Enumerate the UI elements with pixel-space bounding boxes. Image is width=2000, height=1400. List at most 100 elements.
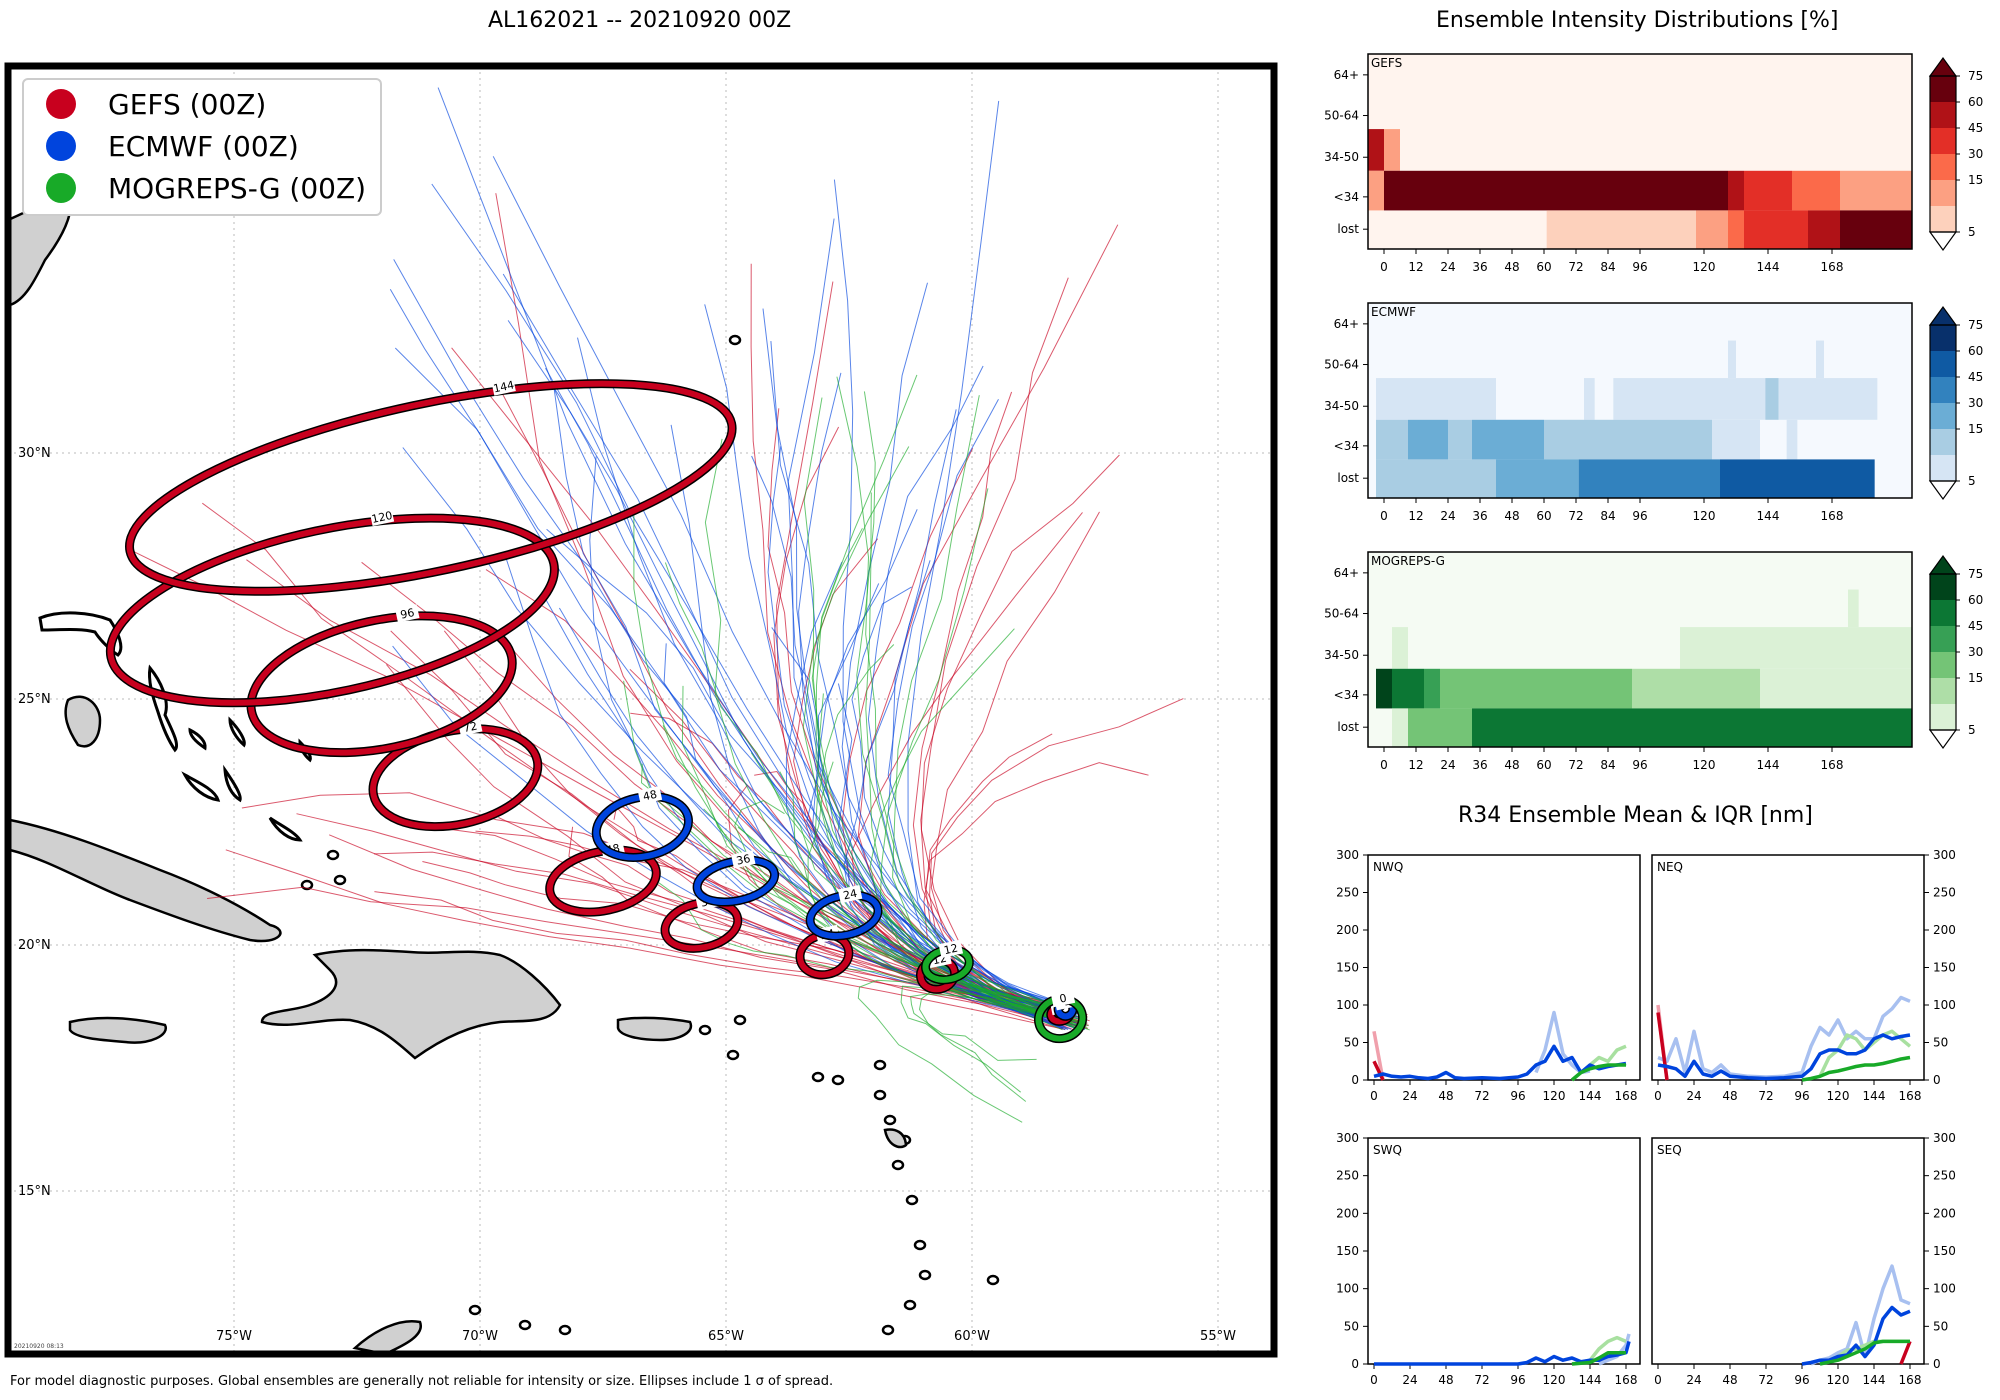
colorbar-tick-label: 75: [1968, 318, 1983, 332]
small-island: [726, 1049, 740, 1061]
heatmap-cell: [1728, 210, 1744, 249]
south-landmass: [352, 1319, 422, 1354]
r34-mogreps-g-mean: [1570, 1063, 1626, 1082]
heatmap-cell: [1792, 170, 1840, 211]
r34-title: R34 Ensemble Mean & IQR [nm]: [1458, 803, 1813, 828]
x-tick-label: 0: [1380, 260, 1388, 274]
colorbar-tick-label: 15: [1968, 422, 1983, 436]
footnote: For model diagnostic purposes. Global en…: [10, 1374, 834, 1389]
r34-quadrant-label: SWQ: [1373, 1143, 1402, 1157]
colorbar-tick-label: 30: [1968, 147, 1983, 161]
x-tick-label: 12: [1408, 260, 1423, 274]
small-island: [300, 879, 314, 891]
x-tick-label: 36: [1472, 509, 1487, 523]
track-gefs: [727, 785, 1063, 1030]
puerto-rico-landmass: [616, 1016, 693, 1042]
track-mogreps-g: [910, 993, 1070, 1061]
y-tick-label: 50-64: [1324, 358, 1359, 372]
small-island: [811, 1071, 825, 1083]
x-tick-label: 48: [1722, 1373, 1737, 1387]
track-ecmwf: [394, 347, 1086, 1011]
heatmap-cell: [1744, 210, 1808, 249]
x-tick-label: 144: [1863, 1373, 1886, 1387]
heatmap-cell: [1786, 419, 1798, 460]
heatmap-cell: [1384, 129, 1400, 171]
heatmap-cell: [1424, 668, 1440, 709]
x-tick-label: 168: [1899, 1089, 1922, 1103]
bahamas-island: [188, 727, 207, 751]
track-mogreps-g: [856, 391, 1064, 1021]
x-tick-label: 144: [1757, 758, 1780, 772]
x-tick-label: 48: [1438, 1373, 1453, 1387]
map-content: 01224364872961201440243648012: [8, 66, 1274, 1354]
lat-label: 15°N: [18, 1184, 51, 1199]
heatmap-cell: [1440, 708, 1472, 747]
y-tick-label: 250: [1933, 1169, 1956, 1183]
lon-label: 75°W: [216, 1329, 252, 1344]
y-tick-label: 0: [1351, 1073, 1359, 1087]
bahamas-island: [228, 716, 246, 748]
y-tick-label: 150: [1933, 961, 1956, 975]
x-tick-label: 0: [1654, 1089, 1662, 1103]
y-tick-label: <34: [1334, 439, 1359, 453]
x-tick-label: 96: [1510, 1089, 1525, 1103]
ellipse-ecmwf-24: 24: [805, 884, 883, 941]
ellipse-label: 96: [399, 606, 415, 622]
x-tick-label: 96: [1794, 1373, 1809, 1387]
colorbar-segment: [1930, 403, 1956, 429]
y-tick-label: 150: [1933, 1244, 1956, 1258]
ellipse-ring: [107, 515, 558, 706]
track-mogreps-g: [811, 528, 1081, 1021]
y-tick-label: 50-64: [1324, 109, 1359, 123]
y-tick-label: 50: [1933, 1036, 1948, 1050]
x-tick-label: 0: [1370, 1089, 1378, 1103]
heatmap-cell: [1544, 419, 1616, 460]
bahamas-island: [223, 764, 242, 803]
heatmap-cell: [1376, 419, 1408, 460]
ellipse-label-bg: [369, 507, 395, 527]
small-island: [986, 1274, 1000, 1286]
r34-mogreps-g-mean: [1819, 1339, 1910, 1366]
y-tick-label: 34-50: [1324, 150, 1359, 164]
r34-gefs-iqr: [1372, 1030, 1385, 1081]
r34-panel-seq: SEQ 0 50 100 150 200 250 300 0 24 48 72 96 120 144 168: [1651, 1131, 1956, 1387]
track-mogreps-g: [750, 752, 1069, 1025]
ellipse-ring: [662, 899, 741, 952]
heatmap-ecmwf: ECMWF 64+ 50-64 34-50 <34 lost 0 12 24 36 48 60 72 84…: [1324, 302, 1983, 523]
r34-ecmwf-mean: [1373, 1044, 1627, 1081]
track-gefs: [920, 454, 1120, 1015]
x-tick-label: 72: [1568, 509, 1583, 523]
x-tick-label: 144: [1579, 1373, 1602, 1387]
small-island: [326, 849, 340, 861]
heatmap-cell: [1408, 419, 1448, 460]
x-tick-label: 84: [1600, 509, 1615, 523]
r34-gefs-mean: [1656, 1012, 1669, 1081]
ellipse-label: 12: [943, 942, 959, 958]
bahamas-island: [148, 664, 179, 753]
small-island: [883, 1114, 897, 1126]
x-tick-label: 24: [1440, 260, 1455, 274]
x-tick-label: 120: [1693, 758, 1716, 772]
colorbar-tick-label: 30: [1968, 396, 1983, 410]
track-ecmwf: [907, 100, 1071, 1027]
small-island: [918, 1269, 932, 1281]
lon-label: 60°W: [954, 1329, 990, 1344]
y-tick-label: 250: [1933, 886, 1956, 900]
legend-item-ecmwf: ECMWF (00Z): [24, 126, 299, 166]
small-island: [558, 1324, 572, 1336]
x-tick-label: 12: [1408, 758, 1423, 772]
x-tick-label: 48: [1504, 758, 1519, 772]
colorbar-tick-label: 45: [1968, 121, 1983, 135]
y-tick-label: 150: [1336, 1244, 1359, 1258]
ellipse-label-bg: [395, 604, 420, 623]
track-ecmwf: [887, 409, 1080, 1030]
x-tick-label: 0: [1654, 1373, 1662, 1387]
heatmap-cell: [1632, 668, 1760, 709]
ellipse-mogreps-g-12: 12: [921, 939, 974, 985]
x-tick-label: 24: [1686, 1373, 1701, 1387]
heatmap-cell: [1578, 459, 1720, 498]
y-tick-label: 100: [1933, 998, 1956, 1012]
x-tick-label: 120: [1693, 260, 1716, 274]
small-island: [873, 1089, 887, 1101]
x-tick-label: 120: [1827, 1373, 1850, 1387]
